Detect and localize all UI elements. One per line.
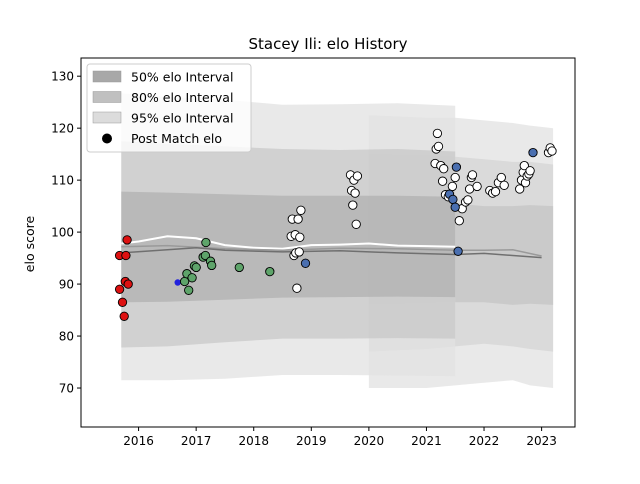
rating-line-2 (121, 246, 542, 259)
y-tick-label: 90 (59, 278, 74, 292)
post-match-point (432, 128, 443, 139)
post-match-point (123, 279, 133, 289)
post-match-point (515, 184, 525, 194)
post-match-point (525, 166, 535, 176)
post-match-point (184, 285, 194, 295)
post-match-point (490, 186, 501, 197)
post-match-point (467, 170, 478, 180)
post-match-point (433, 141, 444, 152)
post-match-point (351, 219, 361, 229)
post-match-point (454, 216, 464, 226)
y-tick-label: 130 (51, 70, 74, 84)
post-match-point (234, 262, 244, 273)
legend-label: 95% elo Interval (131, 111, 233, 126)
legend-label: Post Match elo (131, 131, 222, 146)
interval-band-2 (121, 191, 456, 303)
post-match-point (451, 162, 462, 172)
x-tick-label: 2022 (469, 434, 500, 448)
post-match-point (293, 214, 303, 224)
post-match-point (174, 279, 181, 286)
post-match-point (191, 262, 201, 273)
post-match-point (300, 258, 311, 268)
post-match-point (450, 172, 460, 183)
legend-swatch (92, 70, 122, 83)
post-match-point (463, 195, 473, 205)
legend: 50% elo Interval 80% elo Interval 95% elo … (86, 63, 252, 153)
post-match-point (187, 273, 197, 283)
rating-line-0 (121, 235, 456, 250)
post-match-point (122, 235, 132, 245)
y-tick-label: 110 (51, 174, 74, 188)
post-match-point (207, 260, 217, 271)
post-match-point (265, 266, 275, 277)
plot-frame (80, 57, 576, 428)
y-axis: 70 80 90 100 110 120 130 (51, 70, 81, 396)
chart-title: Stacey Ili: elo History (248, 35, 407, 53)
post-match-point (201, 237, 211, 248)
post-match-point (119, 311, 129, 321)
y-tick-label: 120 (51, 122, 74, 136)
post-match-point (117, 297, 128, 307)
post-match-point (114, 284, 125, 294)
post-match-point (448, 194, 458, 205)
post-match-point (296, 205, 306, 215)
x-tick-label: 2020 (354, 434, 385, 448)
post-match-point (437, 176, 448, 186)
post-match-point (348, 200, 358, 210)
x-tick-label: 2018 (238, 434, 269, 448)
x-tick-label: 2021 (411, 434, 442, 448)
x-tick-label: 2019 (296, 434, 327, 448)
legend-swatch (92, 111, 122, 124)
x-tick-label: 2017 (181, 434, 212, 448)
post-match-point (121, 250, 131, 261)
post-match-point (499, 180, 509, 190)
post-match-point (519, 160, 529, 171)
post-match-point (453, 246, 463, 256)
post-match-point (447, 181, 458, 192)
plot-area (80, 57, 576, 428)
legend-swatch (92, 91, 122, 103)
post-match-point (292, 283, 302, 293)
legend-label: 50% elo Interval (131, 70, 233, 85)
post-match-point (496, 172, 506, 183)
x-axis: 2016 2017 2018 2019 2020 2021 2022 2023 (123, 427, 557, 448)
post-match-point (439, 164, 449, 174)
y-tick-label: 70 (59, 382, 74, 396)
y-axis-label: elo score (22, 216, 37, 273)
post-match-point (472, 181, 482, 192)
post-match-point (350, 188, 360, 198)
post-match-point (294, 247, 304, 257)
post-match-point (528, 147, 538, 158)
y-tick-label: 100 (51, 226, 74, 240)
y-tick-label: 80 (59, 330, 74, 344)
post-match-point (200, 250, 211, 261)
post-match-point (295, 232, 305, 242)
post-match-point (352, 171, 363, 181)
post-match-point (547, 146, 557, 156)
post-match-point (450, 202, 460, 212)
x-tick-label: 2016 (123, 434, 154, 448)
legend-box (86, 63, 252, 153)
x-tick-label: 2023 (526, 434, 557, 448)
legend-label: 80% elo Interval (131, 90, 233, 105)
legend-marker (102, 133, 112, 144)
